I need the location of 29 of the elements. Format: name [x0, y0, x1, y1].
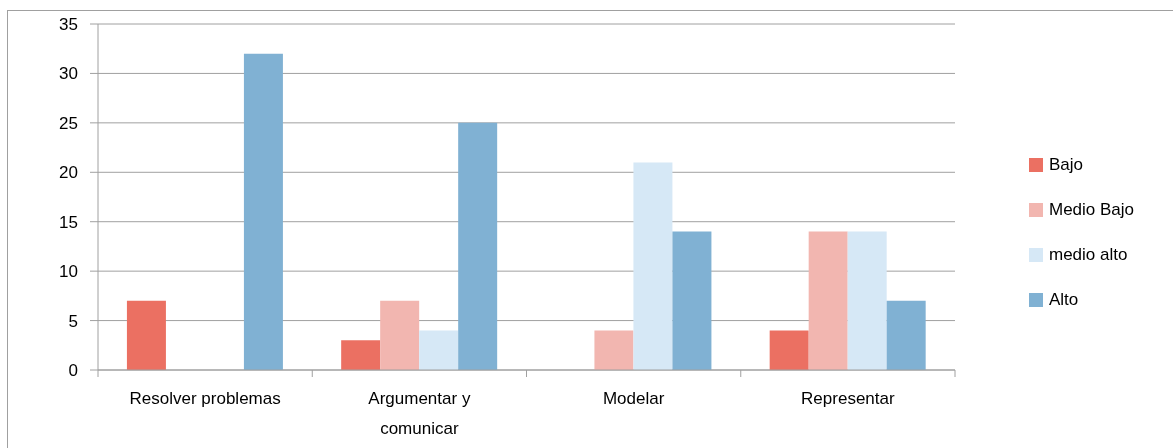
legend-label: Alto	[1049, 289, 1079, 310]
y-tick-label: 30	[59, 64, 78, 84]
bar	[458, 122, 498, 370]
legend-label: Bajo	[1049, 154, 1084, 175]
bar	[633, 162, 673, 370]
bar	[672, 231, 712, 370]
legend-label: medio alto	[1049, 244, 1128, 265]
bar	[886, 300, 926, 370]
bar	[594, 330, 634, 370]
legend-label: Medio Bajo	[1049, 199, 1135, 220]
bar	[419, 330, 459, 370]
x-tick-label: Modelar	[602, 389, 665, 409]
bar	[380, 300, 420, 370]
y-tick-label: 0	[68, 361, 78, 381]
y-tick-label: 15	[59, 212, 78, 232]
y-tick-label: 35	[59, 15, 78, 35]
y-tick-label: 20	[59, 163, 78, 183]
x-tick-label: Representar	[801, 389, 895, 409]
bar	[847, 231, 887, 370]
x-tick-label: Resolver problemas	[129, 389, 281, 409]
y-tick-label: 25	[59, 113, 78, 133]
bar	[126, 300, 166, 370]
bar	[341, 340, 381, 370]
bar	[808, 231, 848, 370]
x-tick-label: Argumentar y comunicar	[368, 389, 471, 439]
y-tick-label: 5	[68, 311, 78, 331]
y-tick-label: 10	[59, 262, 78, 282]
bar	[243, 53, 283, 370]
bar	[769, 330, 809, 370]
